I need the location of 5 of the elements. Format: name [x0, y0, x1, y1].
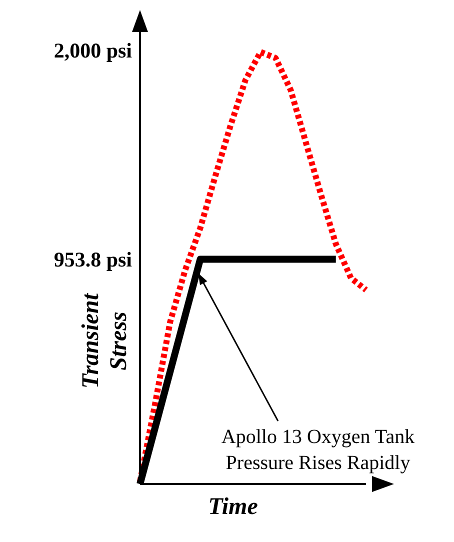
- y-tick-label: 953.8 psi: [54, 248, 132, 272]
- y-tick-label: 2,000 psi: [54, 38, 132, 62]
- y-axis-title: Transient Stress: [78, 292, 132, 389]
- x-axis-title: Time: [208, 494, 258, 520]
- annotation: Apollo 13 Oxygen Tank Pressure Rises Rapidly: [221, 426, 415, 474]
